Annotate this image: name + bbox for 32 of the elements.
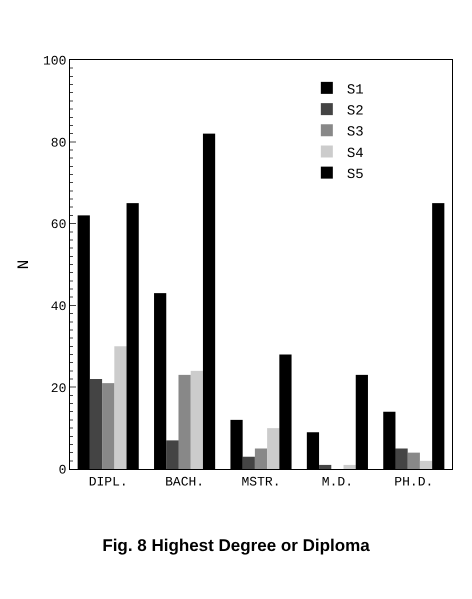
bar [190, 370, 203, 469]
bar [166, 440, 178, 469]
bar [254, 448, 268, 469]
y-tick-label: 80 [50, 135, 66, 150]
y-tick-label: 60 [50, 217, 66, 232]
bar [395, 448, 408, 469]
legend-label: S5 [346, 167, 364, 184]
text: Fig. 8 Highest Degree or Diploma [102, 536, 370, 556]
x-tick-label: MSTR. [241, 474, 281, 490]
bar [408, 452, 420, 469]
x-tick-label: BACH. [165, 474, 204, 490]
y-tick-label: 40 [50, 298, 66, 314]
y-tick-label: 0 [58, 462, 66, 478]
legend-label: S1 [346, 82, 364, 98]
y-axis-title: N [14, 260, 33, 270]
x-tick-label: M.D. [322, 474, 354, 490]
x-tick-label: PH.D. [394, 474, 434, 490]
legend-label: S3 [346, 124, 364, 141]
y-tick-label: 100 [42, 54, 66, 69]
legend-label: S4 [346, 146, 364, 162]
x-tick-label: DIPL. [88, 474, 128, 490]
y-tick-label: 20 [50, 380, 66, 396]
bar [114, 346, 127, 469]
bar [344, 464, 356, 469]
bar [178, 374, 191, 469]
bar [242, 456, 255, 469]
bar [319, 464, 332, 469]
legend-label: S2 [346, 104, 364, 120]
bar [267, 428, 280, 469]
bar [420, 460, 432, 469]
bar [90, 379, 102, 469]
bar [102, 383, 114, 469]
